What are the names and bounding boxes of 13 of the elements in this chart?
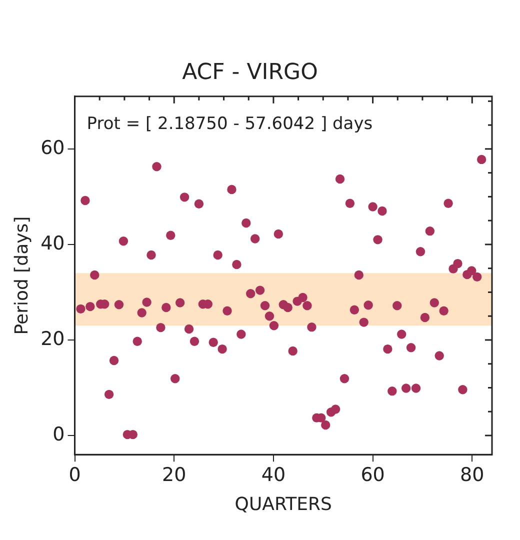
y-tick-label: 40 — [40, 232, 65, 254]
y-axis-title: Period [days] — [11, 216, 32, 335]
x-tick-label: 80 — [460, 464, 484, 486]
y-tick-label: 20 — [40, 328, 65, 350]
x-axis-title: QUARTERS — [234, 494, 332, 515]
y-tick-label: 0 — [52, 423, 65, 446]
x-tick-label: 0 — [68, 464, 81, 486]
x-tick-label: 20 — [162, 464, 186, 486]
y-tick-label: 60 — [40, 136, 65, 159]
x-tick-label: 60 — [360, 464, 385, 486]
chart-title: ACF - VIRGO — [182, 60, 318, 85]
annotation: Prot = [ 2.18750 - 57.6042 ] days — [86, 114, 373, 134]
x-tick-label: 40 — [261, 464, 286, 486]
